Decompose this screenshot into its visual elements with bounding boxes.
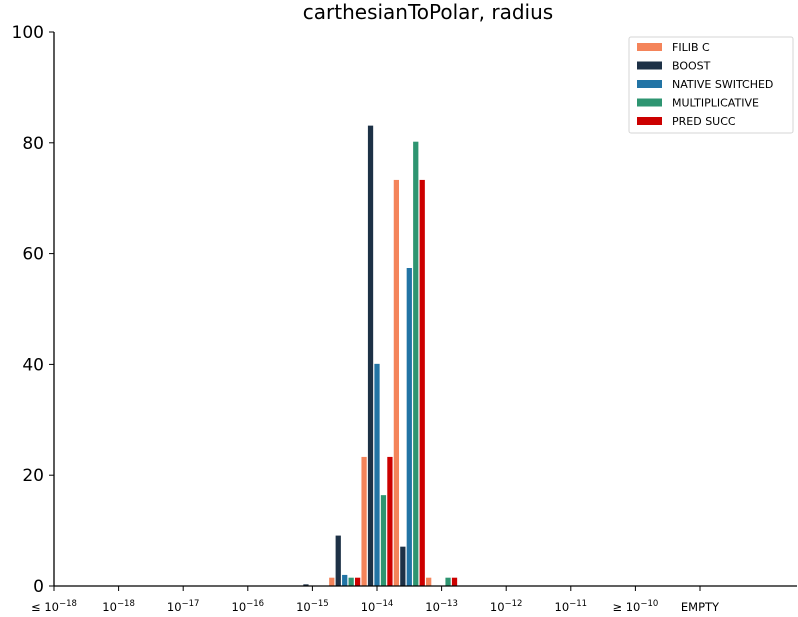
y-tick-label: 0: [33, 577, 44, 597]
x-tick-label: 10−11: [555, 599, 588, 614]
bar: [387, 456, 393, 586]
legend-label: BOOST: [672, 60, 711, 73]
bar: [400, 546, 406, 586]
y-tick-label: 80: [22, 134, 44, 154]
bar: [374, 363, 380, 586]
legend-label: NATIVE SWITCHED: [672, 78, 773, 91]
bar: [393, 179, 400, 586]
x-tick-label: 10−16: [232, 599, 265, 614]
bar: [335, 535, 341, 586]
chart-title: carthesianToPolar, radius: [303, 0, 553, 24]
legend-box: [628, 36, 794, 134]
axes: [53, 32, 797, 587]
x-tick-label: ≥ 10−10: [612, 599, 658, 614]
bar: [329, 577, 335, 586]
legend-swatch: [637, 117, 662, 125]
legend-swatch: [637, 43, 662, 51]
x-tick-label: ≤ 10−18: [31, 599, 77, 614]
x-tick-label: 10−18: [102, 599, 135, 614]
bar: [303, 584, 309, 586]
bar: [348, 577, 354, 586]
x-tick-label: 10−17: [167, 599, 200, 614]
y-tick-label: 20: [22, 466, 44, 486]
bar: [445, 577, 451, 586]
legend: FILIB C BOOST NATIVE SWITCHED MULTIPLICATIV…: [628, 36, 794, 134]
bar: [426, 577, 432, 586]
legend-swatch: [637, 80, 662, 88]
x-axis-ticks: ≤ 10−18 10−18 10−17 10−16 10−15 10−14 10−13 10−…: [31, 586, 720, 614]
bar: [380, 495, 387, 586]
y-axis-ticks: 0 20 40 60 80 100: [12, 23, 54, 597]
x-tick-label: 10−12: [490, 599, 523, 614]
x-tick-label: 10−13: [425, 599, 458, 614]
bar: [419, 179, 425, 586]
x-tick-label: EMPTY: [681, 600, 720, 614]
legend-swatch: [637, 61, 662, 70]
bar: [406, 268, 412, 586]
bar: [354, 577, 361, 586]
legend-swatch: [637, 98, 662, 107]
y-tick-label: 40: [22, 355, 44, 375]
bar: [451, 577, 458, 586]
bar: [367, 125, 374, 586]
bar: [361, 456, 367, 586]
x-tick-label: 10−15: [296, 599, 329, 614]
x-tick-label: 10−14: [361, 599, 394, 614]
legend-label: MULTIPLICATIVE: [672, 97, 759, 110]
bar: [342, 574, 348, 586]
y-tick-label: 60: [22, 245, 44, 265]
y-tick-label: 100: [12, 23, 44, 43]
legend-label: PRED SUCC: [672, 115, 736, 128]
bar: [413, 141, 419, 586]
bars: [303, 125, 458, 586]
legend-label: FILIB C: [672, 41, 710, 54]
